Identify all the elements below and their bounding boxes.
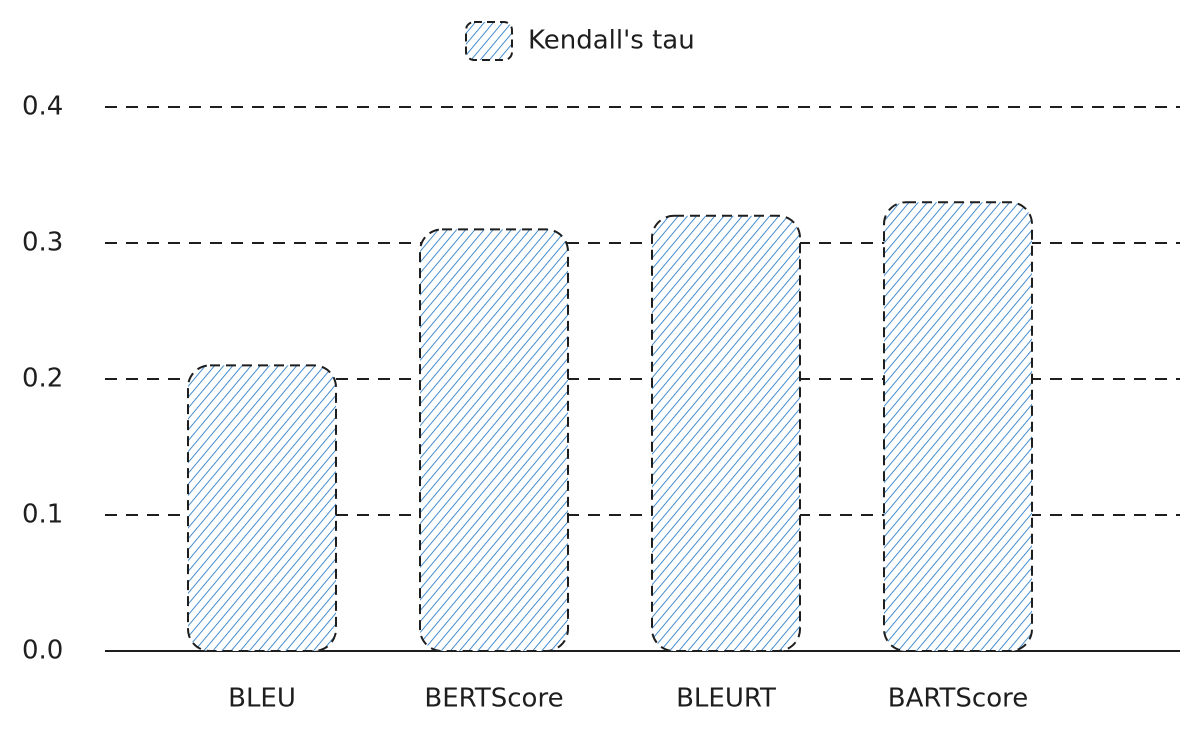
y-tick-label: 0.2 [22,364,63,394]
bar [651,214,801,653]
x-tick-label: BLEU [228,684,296,714]
x-tick-label: BLEURT [676,684,776,714]
x-tick-label: BARTScore [888,684,1029,714]
y-tick-label: 0.0 [22,636,63,666]
bar [187,364,337,652]
y-tick-label: 0.1 [22,500,63,530]
bar [883,201,1033,652]
y-tick-label: 0.4 [22,92,63,122]
x-tick-label: BERTScore [424,684,563,714]
legend-swatch [465,21,513,61]
y-tick-label: 0.3 [22,228,63,258]
legend-label: Kendall's tau [528,26,695,56]
bar [419,228,569,652]
